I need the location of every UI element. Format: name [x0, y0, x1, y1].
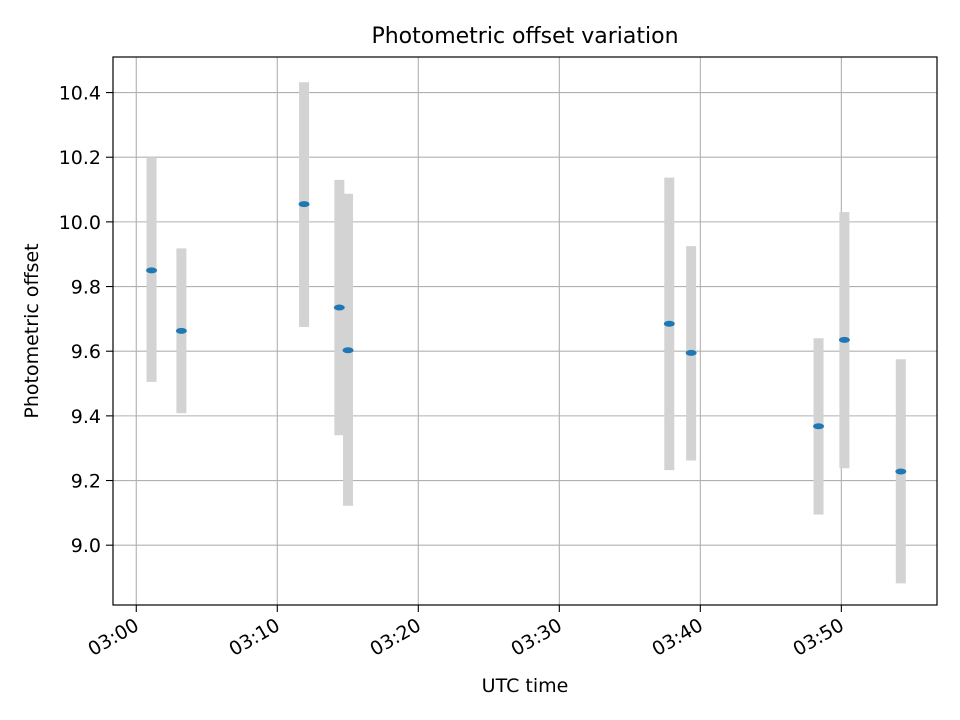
- data-point: [333, 304, 345, 311]
- grid: [113, 57, 937, 605]
- y-tick-label: 9.6: [71, 341, 101, 363]
- data-markers: [146, 201, 907, 475]
- data-point: [175, 327, 187, 334]
- y-axis-ticks: 9.0 9.2 9.4 9.6 9.8 10.0 10.2 10.4: [59, 83, 113, 557]
- data-point: [838, 336, 850, 343]
- data-point: [663, 320, 675, 327]
- y-tick-label: 9.4: [71, 406, 101, 428]
- y-tick-label: 10.2: [59, 147, 101, 169]
- data-point: [342, 347, 354, 354]
- y-axis-label: Photometric offset: [21, 243, 43, 418]
- data-point: [298, 201, 310, 208]
- data-point: [895, 468, 907, 475]
- y-tick-label: 9.8: [71, 277, 101, 299]
- data-point: [813, 423, 825, 430]
- plot-frame: [112, 56, 938, 606]
- x-axis-label: UTC time: [482, 675, 569, 697]
- y-tick-label: 9.0: [71, 535, 101, 557]
- y-tick-label: 10.0: [59, 212, 101, 234]
- y-tick-label: 10.4: [59, 83, 101, 105]
- data-point: [146, 267, 158, 274]
- data-point: [685, 349, 697, 356]
- chart-title: Photometric offset variation: [371, 24, 678, 49]
- y-tick-label: 9.2: [71, 471, 101, 493]
